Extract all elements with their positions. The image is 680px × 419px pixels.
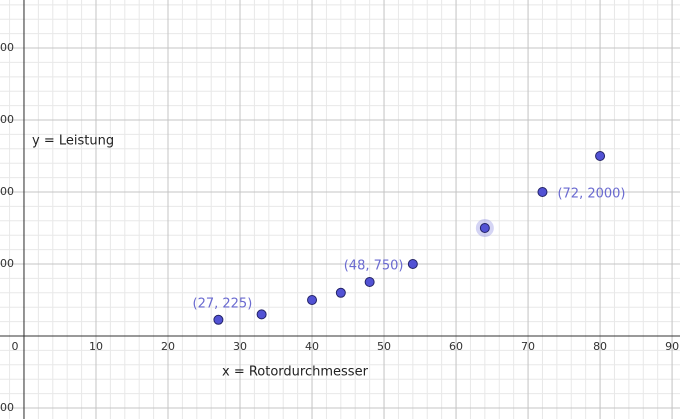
point xyxy=(537,187,548,198)
point-label: (72, 2000) xyxy=(557,187,625,202)
point xyxy=(407,258,418,269)
x-tick-label: 10 xyxy=(89,340,103,353)
y-tick-label: 2000 xyxy=(0,185,14,198)
point xyxy=(335,287,346,298)
point xyxy=(479,223,490,234)
x-tick-label: 80 xyxy=(593,340,607,353)
y-tick-label: 1000 xyxy=(0,257,14,270)
point xyxy=(595,151,606,162)
point-label: (48, 750) xyxy=(344,258,404,273)
x-tick-label: 70 xyxy=(521,340,535,353)
y-axis-label: y = Leistung xyxy=(32,134,114,149)
y-tick-label: 3000 xyxy=(0,113,14,126)
y-tick-label: -1000 xyxy=(0,401,14,414)
point xyxy=(307,294,318,305)
x-tick-label: 40 xyxy=(305,340,319,353)
point-label: (27, 225) xyxy=(193,296,253,311)
x-tick-label: 90 xyxy=(665,340,679,353)
point xyxy=(364,276,375,287)
x-tick-label: 20 xyxy=(161,340,175,353)
point xyxy=(256,309,267,320)
x-tick-label: 0 xyxy=(11,340,18,353)
x-axis-label: x = Rotordurchmesser xyxy=(222,365,369,380)
y-tick-label: 4000 xyxy=(0,41,14,54)
x-tick-label: 60 xyxy=(449,340,463,353)
point xyxy=(213,314,224,325)
x-tick-label: 50 xyxy=(377,340,391,353)
x-tick-label: 30 xyxy=(233,340,247,353)
